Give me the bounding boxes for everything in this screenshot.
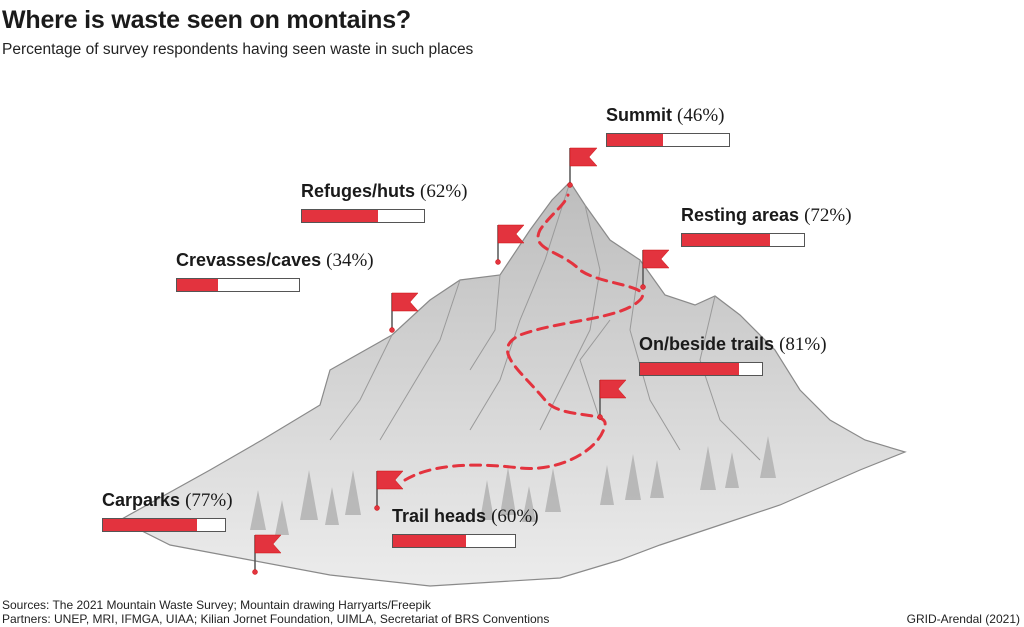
trail-path [403,193,644,482]
flag-summit-icon [567,147,598,188]
bar-track-summit [606,133,730,147]
bar-resting [682,234,770,246]
bar-track-resting [681,233,805,247]
chart-title: Where is waste seen on montains? [2,6,411,34]
bar-track-trailheads [392,534,516,548]
bar-track-refuges [301,209,425,223]
flag-trails-icon [597,379,627,420]
label-trailheads: Trail heads (60%) [392,506,539,528]
category-label: On/beside trails [639,334,775,354]
category-label: Crevasses/caves [176,250,322,270]
label-crevasses: Crevasses/caves (34%) [176,250,374,272]
value-label: (34%) [326,250,374,271]
flags [252,147,670,575]
category-label: Refuges/huts [301,181,416,201]
flag-carparks-icon [252,534,282,575]
footer-sources: Sources: The 2021 Mountain Waste Survey;… [2,598,431,612]
category-label: Carparks [102,490,181,510]
label-resting: Resting areas (72%) [681,205,852,227]
flag-refuges-icon [495,224,525,265]
bar-track-crevasses [176,278,300,292]
category-label: Summit [606,105,673,125]
bar-trailheads [393,535,467,547]
value-label: (62%) [420,181,468,202]
bar-trails [640,363,739,375]
chart-subtitle: Percentage of survey respondents having … [2,41,474,58]
value-label: (81%) [779,334,827,355]
category-label: Trail heads [392,506,487,526]
bar-track-carparks [102,518,226,532]
footer-credit: GRID-Arendal (2021) [906,612,1020,626]
category-label: Resting areas [681,205,800,225]
value-label: (77%) [185,490,233,511]
label-refuges: Refuges/huts (62%) [301,181,468,203]
bar-crevasses [177,279,219,291]
bar-summit [607,134,664,146]
footer-partners: Partners: UNEP, MRI, IFMGA, UIAA; Kilian… [2,612,550,626]
label-trails: On/beside trails (81%) [639,334,827,356]
value-label: (60%) [491,506,539,527]
label-summit: Summit (46%) [606,105,725,127]
label-carparks: Carparks (77%) [102,490,233,512]
bar-track-trails [639,362,763,376]
value-label: (72%) [804,205,852,226]
bar-carparks [103,519,197,531]
flag-trailheads-icon [374,470,404,511]
value-label: (46%) [677,105,725,126]
flag-resting-icon [640,249,670,290]
bar-refuges [302,210,378,222]
flag-crevasses-icon [389,292,419,333]
